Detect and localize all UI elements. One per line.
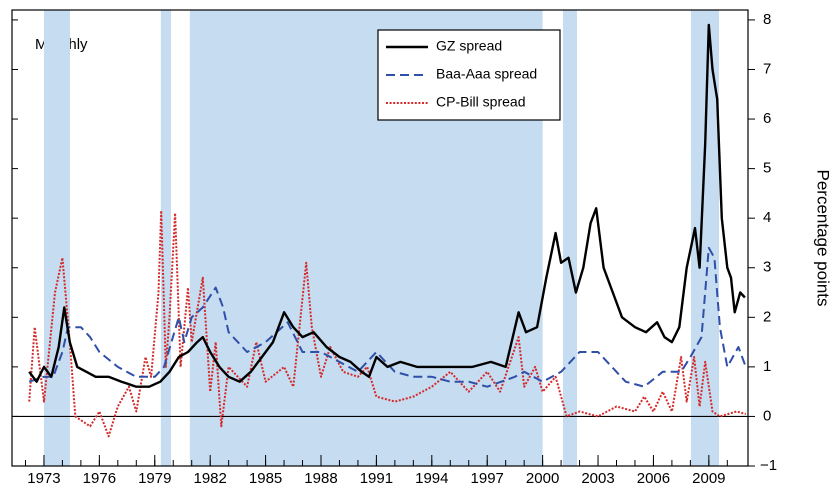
x-tick-label: 1976 [83, 470, 116, 487]
x-tick-label: 1988 [304, 470, 337, 487]
y-axis-label: Percentage points [814, 169, 833, 306]
x-tick-label: 2009 [692, 470, 725, 487]
y-tick-label: 1 [763, 358, 771, 375]
x-tick-label: 1985 [249, 470, 282, 487]
y-tick-label: 8 [763, 11, 771, 28]
y-tick-label: 7 [763, 60, 771, 77]
legend-label: GZ spread [436, 38, 502, 54]
legend-label: Baa-Aaa spread [436, 66, 537, 82]
x-tick-label: 2003 [581, 470, 614, 487]
legend-label: CP-Bill spread [436, 94, 525, 110]
y-tick-label: 6 [763, 110, 771, 127]
recession-band [43, 10, 70, 466]
x-tick-label: 1994 [415, 470, 448, 487]
x-tick-label: 1973 [27, 470, 60, 487]
recession-band [360, 10, 375, 466]
x-tick-label: 1997 [471, 470, 504, 487]
x-tick-label: 1979 [138, 470, 171, 487]
series-line [28, 246, 747, 388]
series-line [28, 23, 746, 388]
x-tick-label: 1991 [360, 470, 393, 487]
y-tick-label: 4 [763, 209, 771, 226]
x-tick-label: 1982 [193, 470, 226, 487]
x-tick-label: 2006 [637, 470, 670, 487]
y-tick-label: 3 [763, 259, 771, 276]
series-line [28, 209, 747, 438]
y-tick-label: 0 [763, 407, 771, 424]
y-tick-label: 5 [763, 160, 771, 177]
recession-band [562, 10, 577, 466]
y-tick-label: 2 [763, 308, 771, 325]
y-tick-label: −1 [760, 457, 777, 474]
x-tick-label: 2000 [526, 470, 559, 487]
plot-frame [11, 9, 749, 467]
recession-band [160, 10, 172, 466]
